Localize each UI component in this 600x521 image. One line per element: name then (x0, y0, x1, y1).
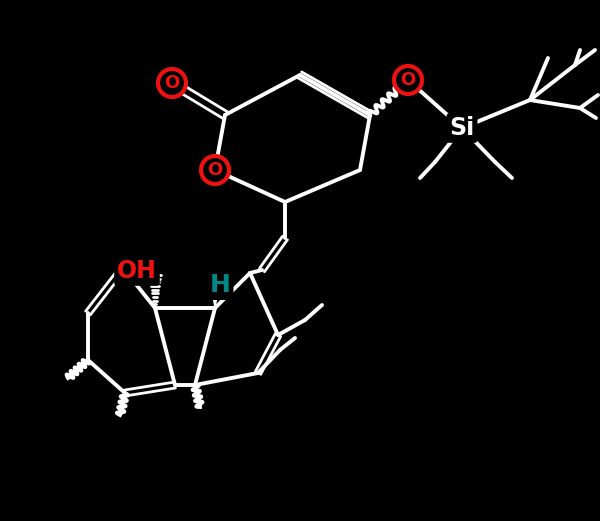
Circle shape (201, 156, 229, 184)
Text: O: O (208, 161, 223, 179)
Text: OH: OH (117, 259, 157, 283)
Text: Si: Si (449, 116, 475, 140)
Circle shape (158, 69, 186, 97)
Text: O: O (400, 71, 416, 89)
Circle shape (394, 66, 422, 94)
Text: H: H (209, 273, 230, 297)
Polygon shape (212, 290, 218, 308)
Text: O: O (164, 74, 179, 92)
